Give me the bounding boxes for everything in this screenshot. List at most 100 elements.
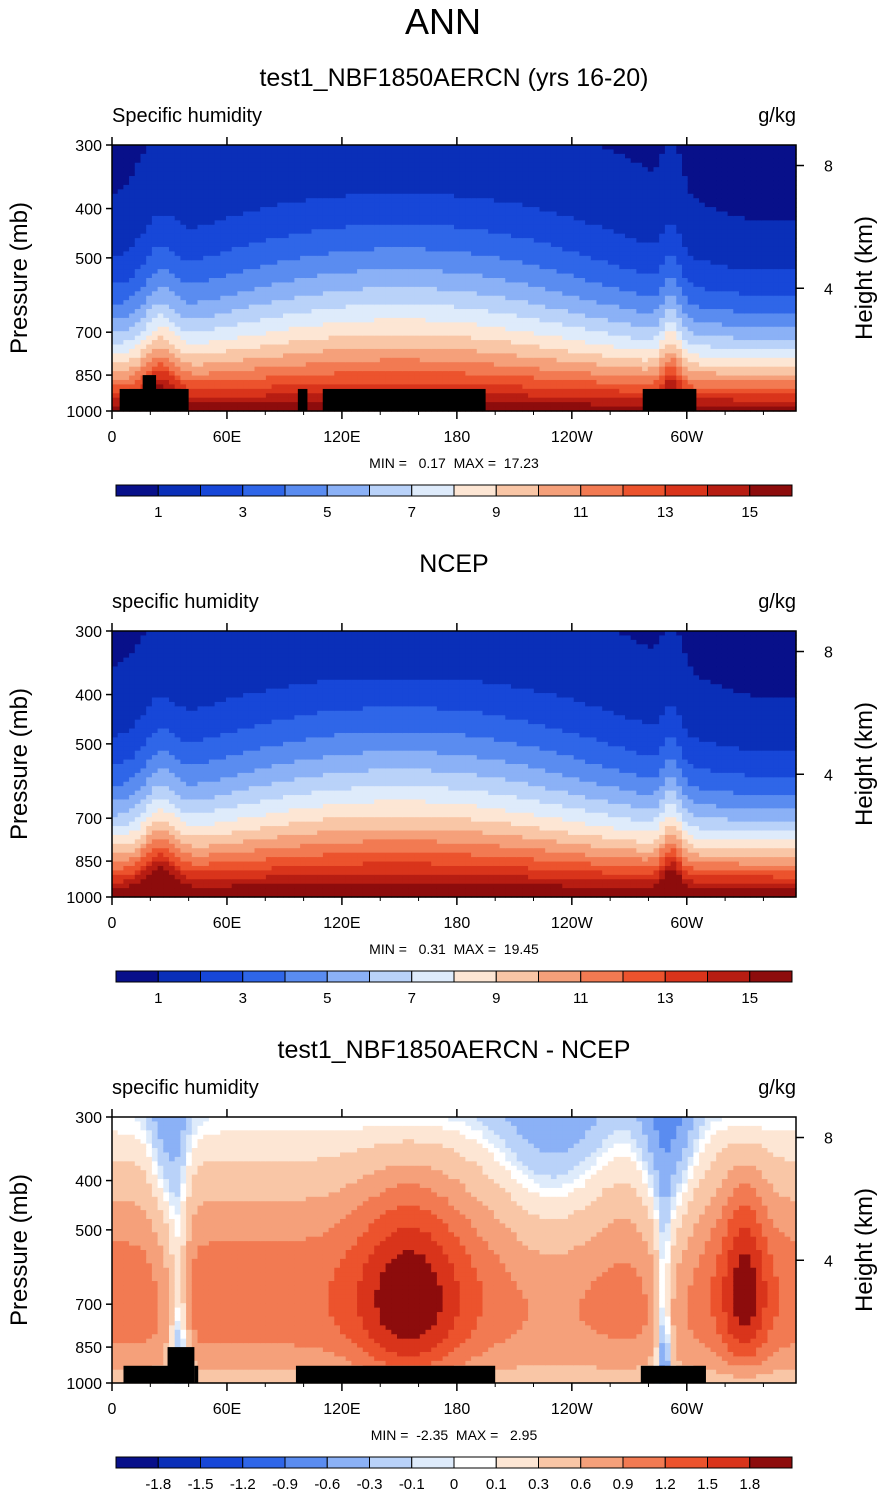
contour-cell (272, 402, 278, 407)
contour-cell (260, 269, 266, 274)
contour-cell (209, 251, 215, 256)
contour-cell (232, 198, 238, 203)
contour-cell (203, 393, 209, 398)
contour-cell (203, 207, 209, 212)
contour-cell (198, 194, 204, 199)
contour-cell (237, 247, 243, 252)
contour-cell (141, 296, 147, 301)
contour-cell (129, 367, 135, 372)
contour-cell (186, 251, 192, 256)
contour-cell (215, 322, 221, 327)
contour-cell (175, 198, 181, 203)
contour-cell (220, 402, 226, 407)
contour-cell (232, 362, 238, 367)
contour-cell (180, 234, 186, 239)
contour-cell (175, 167, 181, 172)
contour-cell (232, 163, 238, 168)
contour-cell (135, 203, 141, 208)
contour-cell (277, 149, 283, 154)
contour-cell (146, 309, 152, 314)
contour-cell (260, 260, 266, 265)
contour-cell (266, 158, 272, 163)
contour-cell (152, 340, 158, 345)
contour-cell (112, 367, 118, 372)
contour-cell (112, 318, 118, 323)
contour-cell (272, 318, 278, 323)
contour-cell (175, 358, 181, 363)
contour-cell (255, 203, 261, 208)
contour-cell (118, 305, 124, 310)
contour-cell (123, 349, 129, 354)
contour-cell (175, 256, 181, 261)
contour-cell (123, 234, 129, 239)
contour-cell (243, 318, 249, 323)
contour-cell (152, 353, 158, 358)
contour-cell (169, 203, 175, 208)
contour-cell (249, 194, 255, 199)
contour-cell (135, 278, 141, 283)
contour-cell (249, 398, 255, 403)
contour-cell (260, 340, 266, 345)
contour-cell (163, 358, 169, 363)
contour-cell (243, 194, 249, 199)
contour-cell (180, 318, 186, 323)
contour-cell (215, 251, 221, 256)
contour-cell (192, 194, 198, 199)
contour-cell (237, 402, 243, 407)
contour-cell (163, 322, 169, 327)
contour-cell (215, 238, 221, 243)
contour-cell (118, 331, 124, 336)
contour-cell (220, 336, 226, 341)
contour-cell (220, 291, 226, 296)
contour-cell (129, 216, 135, 221)
contour-cell (123, 149, 129, 154)
contour-cell (163, 287, 169, 292)
contour-cell (135, 313, 141, 318)
contour-cell (129, 172, 135, 177)
contour-cell (209, 260, 215, 265)
contour-cell (129, 349, 135, 354)
contour-cell (163, 274, 169, 279)
contour-cell (249, 376, 255, 381)
contour-cell (169, 238, 175, 243)
contour-cell (198, 336, 204, 341)
contour-cell (272, 247, 278, 252)
contour-cell (141, 309, 147, 314)
contour-cell (112, 216, 118, 221)
contour-cell (152, 331, 158, 336)
contour-cell (255, 194, 261, 199)
contour-cell (266, 380, 272, 385)
contour-cell (158, 229, 164, 234)
contour-cell (192, 234, 198, 239)
contour-cell (243, 185, 249, 190)
contour-cell (198, 313, 204, 318)
contour-cell (169, 376, 175, 381)
contour-cell (112, 371, 118, 376)
contour-cell (232, 260, 238, 265)
contour-cell (277, 229, 283, 234)
contour-cell (255, 367, 261, 372)
contour-cell (203, 384, 209, 389)
contour-cell (158, 225, 164, 230)
contour-cell (152, 203, 158, 208)
contour-cell (180, 154, 186, 159)
contour-cell (141, 238, 147, 243)
contour-cell (249, 300, 255, 305)
contour-cell (152, 269, 158, 274)
contour-cell (198, 247, 204, 252)
contour-cell (169, 349, 175, 354)
contour-cell (112, 313, 118, 318)
contour-cell (146, 154, 152, 159)
contour-cell (112, 300, 118, 305)
contour-cell (209, 327, 215, 332)
contour-cell (249, 154, 255, 159)
contour-cell (158, 371, 164, 376)
contour-cell (272, 198, 278, 203)
contour-cell (141, 349, 147, 354)
contour-cell (169, 220, 175, 225)
contour-cell (255, 353, 261, 358)
contour-cell (186, 158, 192, 163)
contour-cell (215, 362, 221, 367)
contour-cell (146, 287, 152, 292)
contour-cell (152, 158, 158, 163)
